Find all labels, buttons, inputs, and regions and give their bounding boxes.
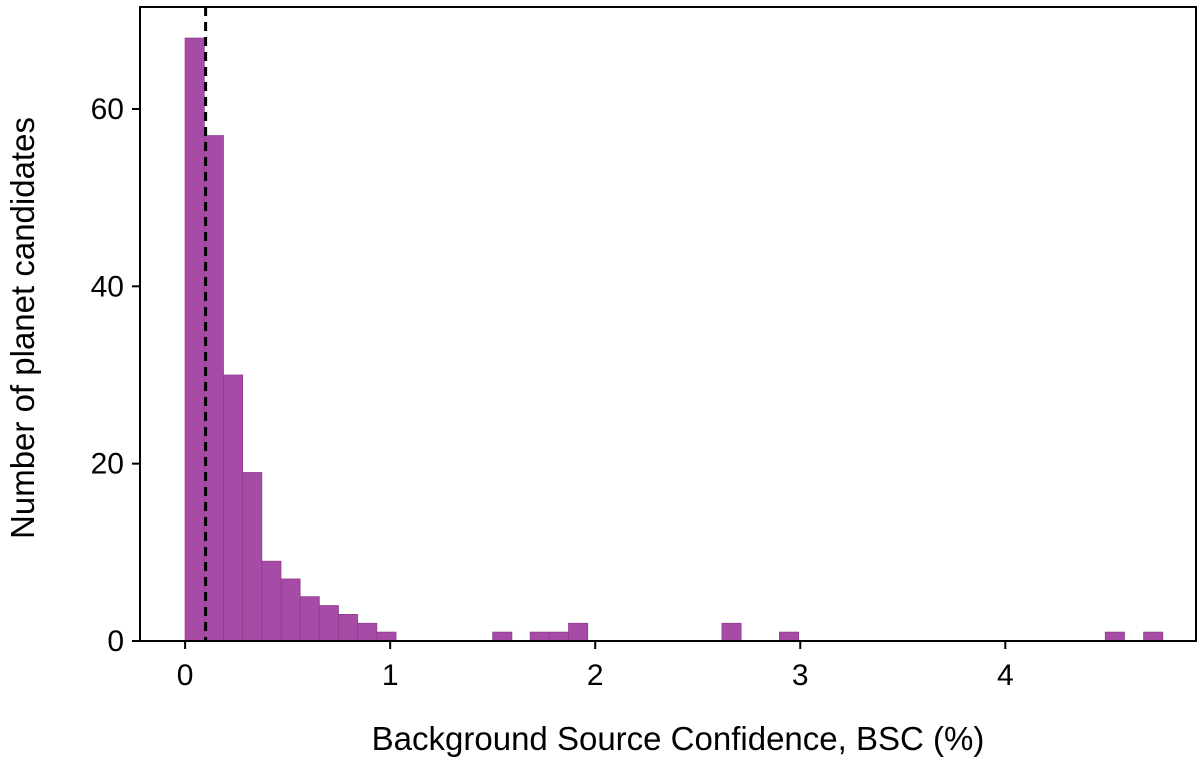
x-tick-label: 3 — [792, 659, 809, 692]
histogram-bar — [299, 596, 320, 642]
x-tick-label: 1 — [382, 659, 399, 692]
histogram-bar — [529, 631, 550, 642]
x-tick-label: 2 — [587, 659, 604, 692]
x-axis-label: Background Source Confidence, BSC (%) — [372, 720, 985, 757]
y-tick-label: 60 — [91, 93, 124, 126]
y-tick-label: 0 — [107, 625, 124, 658]
histogram-bar — [203, 135, 224, 642]
histogram-bar — [338, 614, 359, 642]
histogram-bar — [223, 374, 244, 642]
histogram-bar — [357, 622, 378, 642]
histogram-bar — [261, 560, 282, 642]
histogram-bar — [318, 605, 339, 642]
y-tick-label: 40 — [91, 270, 124, 303]
x-tick-label: 0 — [177, 659, 194, 692]
histogram-bar — [376, 631, 397, 642]
histogram-bar — [492, 631, 513, 642]
histogram-bar — [568, 622, 589, 642]
x-tick-label: 4 — [997, 659, 1014, 692]
histogram-bar — [1143, 631, 1164, 642]
y-tick-label: 20 — [91, 448, 124, 481]
bars-group — [184, 37, 1164, 642]
histogram-bar — [1104, 631, 1125, 642]
histogram-bar — [184, 37, 205, 642]
histogram-bar — [242, 472, 263, 642]
histogram-bar — [548, 631, 569, 642]
y-axis-label: Number of planet candidates — [4, 117, 41, 539]
histogram-bar — [779, 631, 800, 642]
plot-frame — [139, 6, 1197, 642]
histogram-bar — [721, 622, 742, 642]
histogram-bar — [280, 578, 301, 642]
